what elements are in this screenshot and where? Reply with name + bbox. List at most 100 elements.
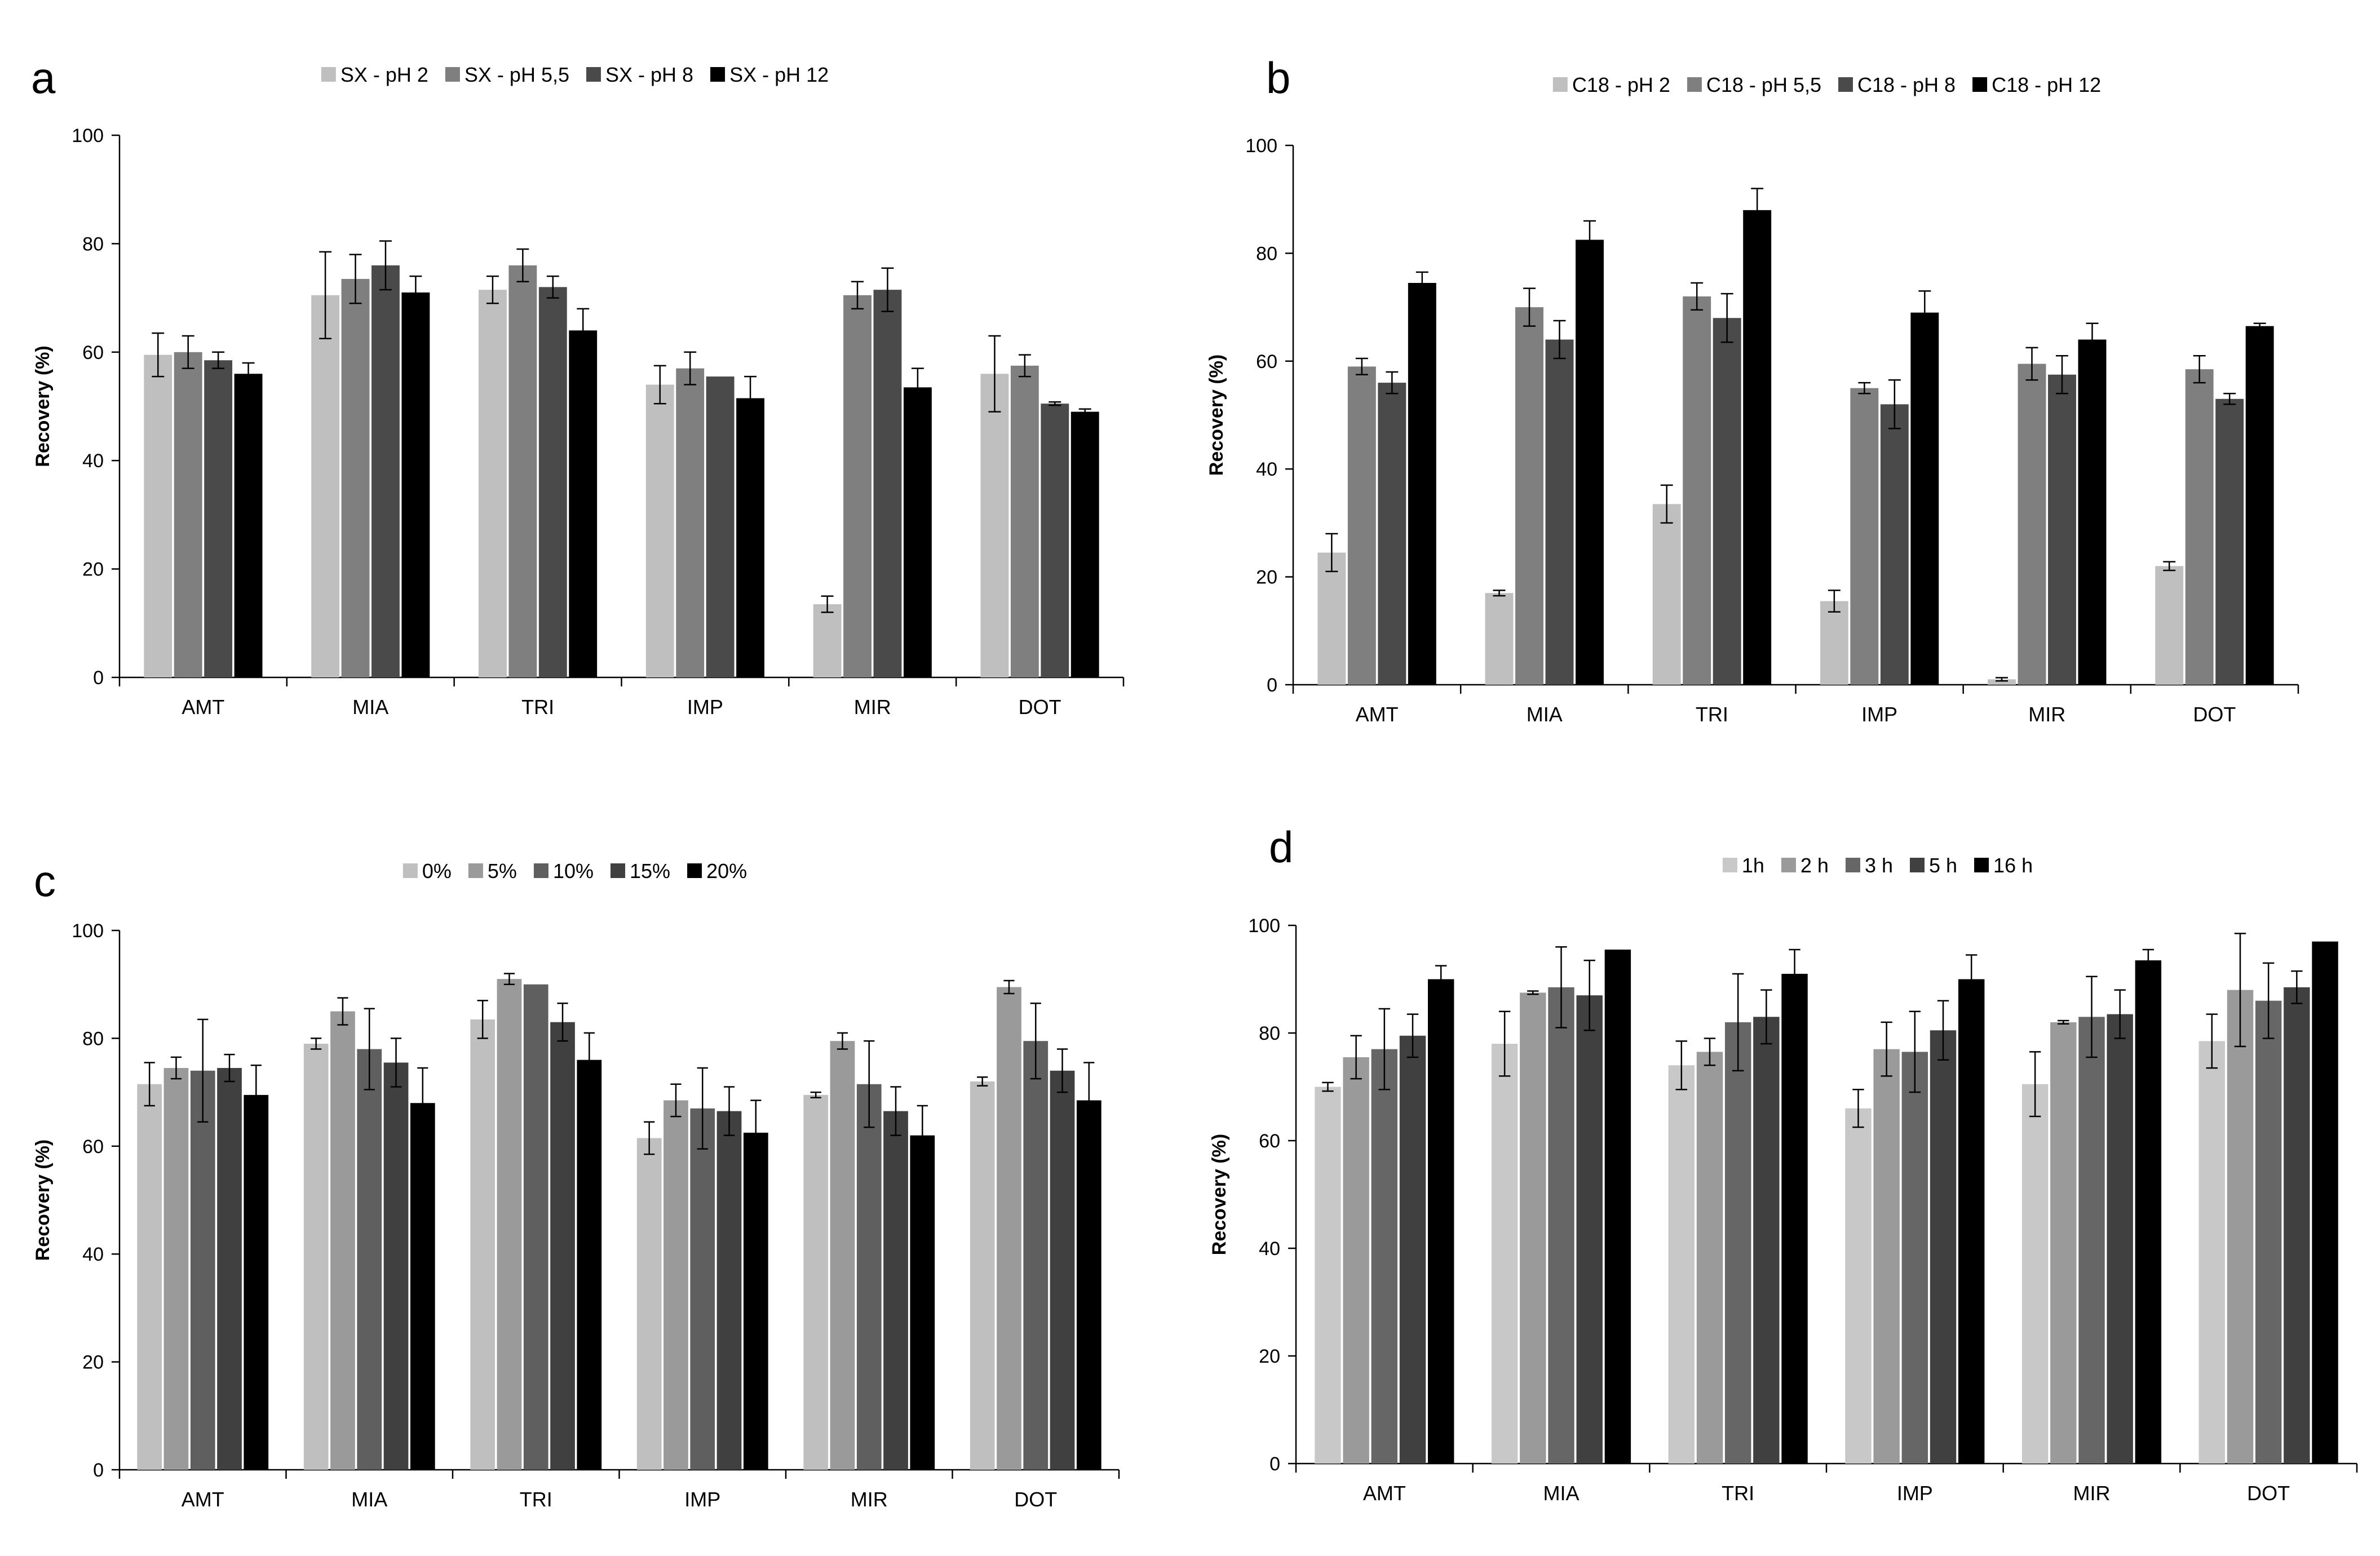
x-tick-label: DOT <box>2247 1482 2290 1505</box>
x-tick-label: MIR <box>2028 703 2065 726</box>
legend-swatch <box>321 67 336 82</box>
legend-label: C18 - pH 8 <box>1857 73 1956 96</box>
bar <box>1576 240 1604 685</box>
x-tick-label: IMP <box>684 1488 720 1511</box>
panel-label: a <box>31 53 56 103</box>
y-axis-title: Recovery (%) <box>1206 354 1227 476</box>
legend-swatch <box>1687 77 1702 92</box>
bar <box>479 290 507 677</box>
bar <box>1901 1052 1928 1464</box>
bar <box>645 384 674 677</box>
x-tick-label: TRI <box>521 695 554 719</box>
y-tick-label: 0 <box>93 667 104 689</box>
bar <box>1930 1030 1957 1464</box>
y-axis-title: Recovery (%) <box>1209 1134 1230 1255</box>
y-tick-label: 80 <box>82 1028 104 1049</box>
x-tick-label: AMT <box>182 695 224 719</box>
y-tick-label: 80 <box>1259 1023 1280 1044</box>
legend-label: 15% <box>630 859 670 883</box>
legend-label: 0% <box>422 859 452 883</box>
legend-swatch <box>468 863 483 878</box>
bar <box>1873 1049 1900 1464</box>
y-tick-label: 40 <box>1256 459 1277 480</box>
bar <box>1548 987 1574 1464</box>
bar <box>1041 404 1069 677</box>
legend-swatch <box>687 863 702 878</box>
y-axis-title: Recovery (%) <box>32 1140 54 1261</box>
bar <box>2018 363 2046 685</box>
bar <box>1880 404 1909 685</box>
bar <box>1520 992 1546 1464</box>
y-tick-label: 20 <box>82 559 104 580</box>
legend-swatch <box>1838 77 1853 92</box>
bar <box>1910 312 1939 685</box>
legend: 1h 2 h 3 h 5 h 16 h <box>1722 854 2033 877</box>
bar <box>1545 339 1574 685</box>
bar <box>371 265 400 677</box>
bar <box>2078 1017 2105 1464</box>
bar <box>716 1111 742 1470</box>
panel-label: d <box>1269 822 1293 872</box>
bar <box>1399 1035 1426 1464</box>
x-tick-label: TRI <box>520 1488 552 1511</box>
bar <box>2227 990 2254 1464</box>
bar <box>803 1094 829 1470</box>
x-tick-label: MIR <box>854 695 891 719</box>
legend-swatch <box>1972 77 1988 92</box>
x-tick-label: MIR <box>851 1488 888 1511</box>
chart-panel-a: a 0 20 40 60 80 100 Recovery (%) AMT MIA TRI IMP MIR… <box>0 0 1190 778</box>
bar <box>1988 679 2016 685</box>
legend-label: SX - pH 2 <box>340 63 428 86</box>
legend: 0% 5% 10% 15% 20% <box>402 859 747 883</box>
chart-svg: c 0 20 40 60 80 100 Recovery (%) AMT MIA TRI IMP MIR… <box>32 856 1120 1511</box>
legend-swatch <box>1845 858 1860 872</box>
legend-swatch <box>1552 77 1568 92</box>
chart-svg: b 0 20 40 60 80 100 Recovery (%) AMT MIA TRI IMP MIR… <box>1206 53 2299 726</box>
y-tick-label: 80 <box>1256 243 1277 264</box>
bar <box>1485 593 1514 685</box>
legend-swatch <box>1910 858 1925 872</box>
bar <box>1515 307 1543 685</box>
bar <box>174 352 202 677</box>
bar <box>470 1019 496 1470</box>
x-tick-label: AMT <box>1363 1482 1406 1505</box>
legend-label: 5 h <box>1929 854 1957 877</box>
bar <box>204 360 233 677</box>
bar <box>743 1132 768 1470</box>
legend-swatch <box>1722 858 1737 872</box>
x-tick-label: MIA <box>352 695 388 719</box>
y-tick-label: 20 <box>1259 1346 1280 1367</box>
bar <box>706 376 735 677</box>
bar <box>690 1108 715 1470</box>
legend-swatch <box>611 863 625 878</box>
bar <box>1683 296 1711 685</box>
y-tick-label: 100 <box>72 125 104 147</box>
x-tick-label: DOT <box>1019 695 1061 719</box>
bar <box>508 265 537 677</box>
bar <box>2050 1022 2077 1464</box>
bar <box>303 1043 329 1470</box>
bar <box>1753 1017 1780 1464</box>
legend-swatch <box>445 67 460 82</box>
y-tick-label: 40 <box>82 450 104 472</box>
y-tick-label: 0 <box>1269 1453 1280 1475</box>
y-axis-title: Recovery (%) <box>32 345 54 467</box>
bar <box>1076 1100 1101 1470</box>
bar <box>830 1041 855 1470</box>
bar <box>1668 1065 1695 1464</box>
bar <box>1070 411 1099 677</box>
legend-swatch <box>1781 858 1796 872</box>
bar <box>569 330 598 677</box>
bar <box>550 1022 575 1470</box>
legend: C18 - pH 2 C18 - pH 5,5 C18 - pH 8 C18 - pH… <box>1552 73 2101 96</box>
bar <box>883 1111 908 1470</box>
bar <box>2198 1041 2226 1464</box>
bar <box>144 354 172 677</box>
y-tick-label: 0 <box>93 1460 104 1481</box>
y-tick-label: 40 <box>82 1244 104 1265</box>
bar <box>676 368 705 677</box>
bar <box>873 290 902 677</box>
bar <box>497 979 522 1470</box>
bar <box>1315 1087 1341 1464</box>
